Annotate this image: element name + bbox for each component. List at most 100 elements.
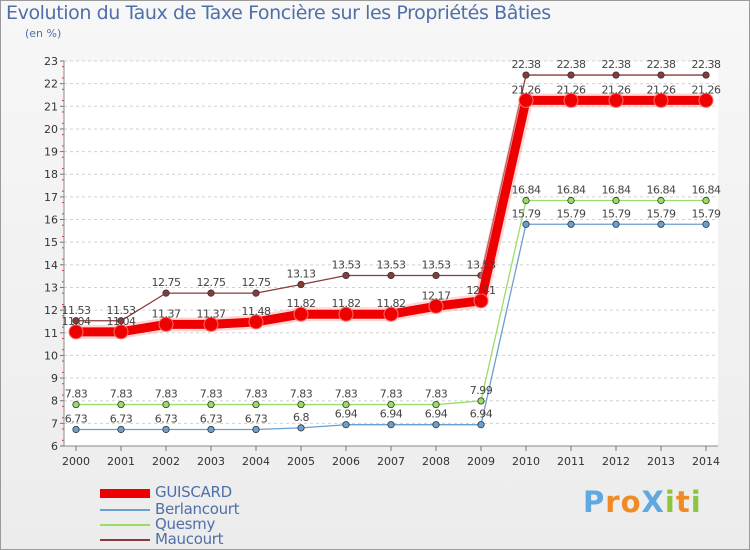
data-label-berlancourt: 6.94 [470, 408, 493, 421]
legend-swatch-maucourt [100, 539, 150, 541]
point-berlancourt [162, 425, 170, 434]
data-label-quesmy: 16.84 [557, 184, 586, 197]
legend-swatch-berlancourt [100, 509, 150, 511]
data-label-maucourt: 13.53 [422, 258, 451, 271]
data-label-quesmy: 7.83 [425, 388, 448, 401]
point-maucourt [432, 271, 440, 280]
x-tick-label: 2001 [107, 455, 135, 468]
plot-area [64, 61, 718, 446]
data-label-berlancourt: 6.94 [335, 408, 358, 421]
data-label-guiscard: 21.26 [512, 83, 541, 96]
point-berlancourt [702, 220, 710, 228]
data-label-maucourt: 22.38 [602, 58, 631, 71]
data-label-maucourt: 13.53 [377, 258, 406, 271]
x-tick-label: 2002 [152, 455, 180, 468]
data-label-quesmy: 7.83 [200, 388, 223, 401]
legend-label-guiscard: GUISCARD [155, 483, 232, 501]
point-berlancourt [207, 425, 215, 434]
data-label-berlancourt: 6.73 [155, 412, 178, 425]
point-guiscard [698, 92, 714, 108]
y-tick-label: 16 [44, 214, 58, 227]
point-quesmy [72, 400, 80, 409]
x-tick-label: 2007 [377, 455, 405, 468]
point-quesmy [657, 196, 665, 205]
point-maucourt [162, 289, 170, 297]
point-maucourt [612, 71, 620, 79]
point-quesmy [387, 400, 395, 409]
point-guiscard [653, 92, 669, 108]
point-quesmy [432, 400, 440, 409]
point-berlancourt [567, 220, 575, 228]
data-label-maucourt: 22.38 [557, 58, 586, 71]
x-tick-label: 2008 [422, 455, 450, 468]
point-quesmy [477, 397, 485, 405]
data-label-maucourt: 12.75 [152, 276, 181, 289]
point-quesmy [252, 400, 260, 409]
point-berlancourt [252, 425, 260, 434]
data-label-maucourt: 11.53 [62, 304, 91, 317]
data-label-quesmy: 16.84 [602, 184, 631, 197]
data-label-quesmy: 7.83 [155, 388, 178, 401]
data-label-maucourt: 12.75 [197, 276, 226, 289]
data-label-berlancourt: 6.73 [110, 412, 133, 425]
y-tick-label: 13 [44, 281, 58, 294]
data-label-guiscard: 11.82 [377, 297, 406, 310]
data-label-berlancourt: 15.79 [602, 207, 631, 220]
y-tick-label: 19 [44, 146, 58, 159]
y-tick-label: 10 [44, 349, 58, 362]
legend-swatch-quesmy [100, 524, 150, 526]
legend-swatch-guiscard [100, 489, 150, 498]
point-maucourt [207, 289, 215, 297]
data-label-quesmy: 16.84 [647, 184, 676, 197]
point-maucourt [117, 317, 125, 325]
x-tick-label: 2003 [197, 455, 225, 468]
point-maucourt [702, 71, 710, 79]
data-label-maucourt: 22.38 [512, 58, 541, 71]
point-maucourt [387, 271, 395, 280]
data-label-quesmy: 7.83 [65, 388, 88, 401]
x-tick-label: 2014 [692, 455, 720, 468]
point-guiscard [248, 314, 264, 330]
data-label-berlancourt: 15.79 [557, 207, 586, 220]
data-label-berlancourt: 6.73 [245, 412, 268, 425]
x-tick-label: 2010 [512, 455, 540, 468]
point-quesmy [117, 400, 125, 409]
point-guiscard [473, 293, 489, 309]
data-label-guiscard: 12.17 [422, 289, 451, 302]
data-label-guiscard: 11.04 [107, 315, 136, 328]
point-quesmy [162, 400, 170, 409]
data-label-guiscard: 11.82 [332, 297, 361, 310]
data-label-guiscard: 11.82 [287, 297, 316, 310]
chart-title: Evolution du Taux de Taxe Foncière sur l… [6, 2, 551, 24]
unit-label: (en %) [25, 27, 62, 40]
data-label-quesmy: 16.84 [692, 184, 721, 197]
point-maucourt [72, 317, 80, 325]
y-tick-label: 11 [44, 327, 58, 340]
data-label-berlancourt: 6.8 [293, 411, 309, 424]
point-berlancourt [432, 421, 440, 429]
data-label-guiscard: 11.04 [62, 315, 91, 328]
y-tick-label: 20 [44, 123, 58, 136]
point-quesmy [342, 400, 350, 409]
data-label-guiscard: 11.37 [152, 307, 181, 320]
legend-label-quesmy: Quesmy [155, 515, 216, 533]
logo-letter: o [620, 485, 642, 519]
x-tick-label: 2000 [62, 455, 90, 468]
logo-letter: i [690, 485, 702, 519]
point-guiscard [203, 316, 219, 332]
data-label-quesmy: 7.83 [245, 388, 268, 401]
data-label-maucourt: 22.38 [647, 58, 676, 71]
x-tick-label: 2009 [467, 455, 495, 468]
point-guiscard [563, 92, 579, 108]
data-label-guiscard: 21.26 [647, 83, 676, 96]
y-tick-label: 8 [51, 395, 58, 408]
data-label-quesmy: 16.84 [512, 184, 541, 197]
data-label-quesmy: 7.83 [380, 388, 403, 401]
proxiti-logo: ProXiti [583, 485, 702, 519]
point-berlancourt [342, 421, 350, 429]
data-label-berlancourt: 15.79 [692, 207, 721, 220]
data-label-guiscard: 21.26 [602, 83, 631, 96]
data-label-berlancourt: 6.73 [200, 412, 223, 425]
point-berlancourt [522, 220, 530, 228]
point-maucourt [657, 71, 665, 79]
